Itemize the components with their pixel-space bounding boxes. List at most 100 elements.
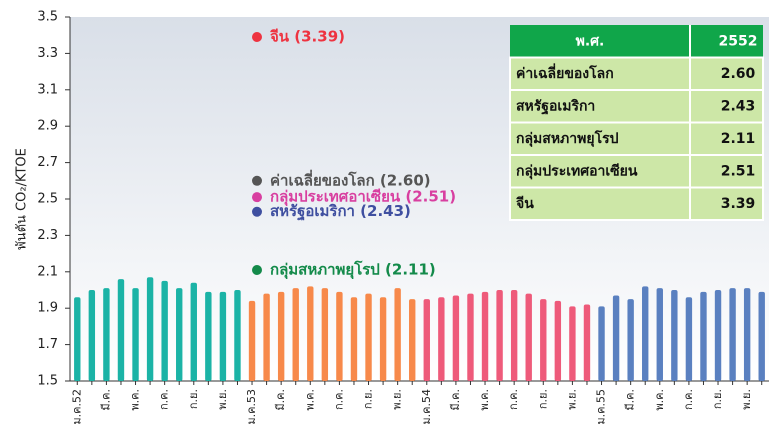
bar xyxy=(394,288,401,381)
x-tick-label: ม.ค.55 xyxy=(595,389,608,425)
annotation-label: สหรัฐอเมริกา (2.43) xyxy=(270,202,411,221)
x-tick-label: พ.ย. xyxy=(740,389,753,410)
annotation-dot xyxy=(252,32,262,43)
bar xyxy=(642,286,649,381)
x-tick-label: มี.ค. xyxy=(99,389,112,411)
x-tick-label: ม.ค.52 xyxy=(70,389,83,425)
annotation-label: กลุ่มสหภาพยุโรป (2.11) xyxy=(270,259,436,279)
bar xyxy=(700,291,707,381)
y-tick-label: 2.3 xyxy=(37,228,58,243)
bar xyxy=(336,291,343,381)
y-tick-label: 2.1 xyxy=(37,264,58,279)
bar xyxy=(540,299,547,381)
bar xyxy=(277,291,285,381)
table-row xyxy=(509,56,764,91)
bar xyxy=(234,290,241,381)
annotation-label: จีน (3.39) xyxy=(270,28,345,46)
bar xyxy=(598,306,605,381)
y-tick-label: 3.1 xyxy=(37,82,58,97)
bar xyxy=(758,291,765,381)
y-tick-label: 3.3 xyxy=(37,46,58,61)
table-cell: 2.11 xyxy=(721,131,756,147)
bar xyxy=(103,288,110,381)
x-tick-label: พ.ค. xyxy=(478,389,491,411)
bar xyxy=(176,288,183,381)
table-cell: 2.60 xyxy=(721,66,756,82)
table-row xyxy=(509,154,764,189)
x-tick-label: พ.ย. xyxy=(216,389,229,410)
bar xyxy=(423,299,430,381)
annotation-dot xyxy=(252,264,262,275)
bar xyxy=(146,277,154,381)
bar xyxy=(583,304,591,381)
bar xyxy=(350,297,358,381)
y-tick-label: 3.5 xyxy=(37,10,58,25)
bar xyxy=(612,295,620,381)
table-header-cell: 2552 xyxy=(719,33,758,49)
x-tick-label: มี.ค. xyxy=(274,389,287,411)
bar xyxy=(205,291,212,381)
bar xyxy=(467,293,474,381)
x-tick-label: ก.ค. xyxy=(682,389,695,410)
table-cell: สหรัฐอเมริกา xyxy=(516,98,595,115)
bar xyxy=(321,288,329,381)
bar xyxy=(379,297,387,381)
table-cell: กลุ่มประเทศอาเซียน xyxy=(516,163,638,179)
bar xyxy=(525,293,532,381)
x-tick-label: ม.ค.53 xyxy=(245,389,258,425)
table-header xyxy=(510,25,763,58)
table-cell: 2.43 xyxy=(721,98,756,114)
x-tick-label: ก.ย. xyxy=(362,389,375,409)
x-tick-label: ก.ค. xyxy=(332,389,345,410)
y-tick-label: 2.9 xyxy=(37,119,58,134)
bar xyxy=(714,290,722,381)
table-header-cell: พ.ศ. xyxy=(576,33,605,49)
annotation-dot xyxy=(252,175,262,186)
bar xyxy=(365,293,372,381)
bar xyxy=(510,290,518,381)
bar xyxy=(190,282,197,381)
x-tick-label: ก.ย. xyxy=(536,389,549,409)
bar xyxy=(729,288,736,381)
annotation-label: กลุ่มประเทศอาเซียน (2.51) xyxy=(270,188,456,207)
x-tick-label: พ.ย. xyxy=(565,389,578,410)
bar xyxy=(554,300,562,381)
bar xyxy=(481,291,489,381)
bar xyxy=(569,306,576,381)
table-cell: 3.39 xyxy=(721,196,756,212)
x-tick-label: มี.ค. xyxy=(449,389,462,411)
x-tick-label: ก.ค. xyxy=(158,389,171,410)
x-tick-label: พ.ค. xyxy=(303,389,316,411)
x-tick-label: พ.ค. xyxy=(653,389,666,411)
y-tick-label: 1.5 xyxy=(37,374,58,389)
bar xyxy=(292,288,299,381)
table-row xyxy=(509,121,764,156)
x-tick-label: ก.ย. xyxy=(711,389,724,409)
x-tick-label: ก.ย. xyxy=(187,389,200,409)
table-cell: กลุ่มสหภาพยุโรป xyxy=(516,129,619,147)
y-axis-label: พันตัน CO₂/KTOE xyxy=(15,148,30,250)
bar xyxy=(627,299,634,381)
x-tick-label: พ.ย. xyxy=(391,389,404,410)
bar xyxy=(438,297,445,381)
y-tick-label: 2.5 xyxy=(37,192,58,207)
bar xyxy=(452,295,460,381)
y-tick-label: 1.9 xyxy=(37,301,58,316)
bar xyxy=(117,279,125,381)
bar xyxy=(74,297,81,381)
x-tick-label: ก.ค. xyxy=(507,389,520,410)
annotation-dot xyxy=(252,192,262,203)
y-tick-label: 1.7 xyxy=(37,337,58,352)
x-tick-label: พ.ค. xyxy=(129,389,142,411)
bar xyxy=(671,290,678,381)
table-cell: จีน xyxy=(515,196,534,212)
table-cell: 2.51 xyxy=(721,163,756,179)
bar xyxy=(248,300,256,381)
annotation-dot xyxy=(252,206,262,217)
bar xyxy=(409,299,416,381)
bar xyxy=(219,291,227,381)
table-cell: ค่าเฉลี่ยของโลก xyxy=(516,63,614,82)
x-tick-label: มี.ค. xyxy=(624,389,637,411)
